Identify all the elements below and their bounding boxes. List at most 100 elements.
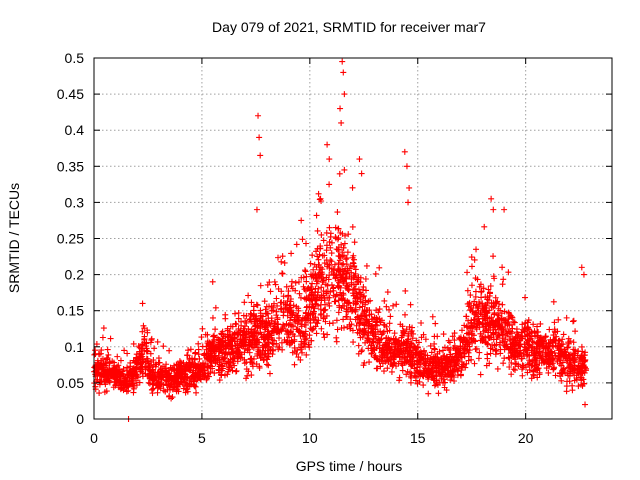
data-point <box>270 347 277 354</box>
data-point <box>266 370 273 377</box>
data-point <box>255 112 262 119</box>
data-point <box>327 244 334 251</box>
data-point <box>164 382 171 389</box>
data-point <box>333 246 340 253</box>
data-point <box>434 381 441 388</box>
data-point <box>143 347 150 354</box>
data-point <box>396 377 403 384</box>
x-tick-label: 0 <box>90 430 98 446</box>
data-point <box>570 356 577 363</box>
data-point <box>525 317 532 324</box>
data-point <box>543 358 550 365</box>
data-point <box>315 317 322 324</box>
data-point <box>302 309 309 316</box>
data-point <box>481 304 488 311</box>
data-point <box>554 358 561 365</box>
data-point <box>287 329 294 336</box>
data-point <box>473 345 480 352</box>
data-point <box>148 386 155 393</box>
data-point <box>414 380 421 387</box>
data-point <box>520 350 527 357</box>
data-point <box>392 344 399 351</box>
data-point <box>499 264 506 271</box>
data-point <box>572 365 579 372</box>
data-point <box>296 290 303 297</box>
data-point <box>338 325 345 332</box>
data-point <box>542 333 549 340</box>
data-point <box>362 299 369 306</box>
data-point <box>352 295 359 302</box>
data-point <box>564 364 571 371</box>
data-point <box>231 334 238 341</box>
data-point <box>278 288 285 295</box>
data-point <box>290 302 297 309</box>
data-point <box>285 322 292 329</box>
data-point <box>555 338 562 345</box>
data-point <box>370 338 377 345</box>
data-point <box>216 377 223 384</box>
data-point <box>501 206 508 213</box>
data-point <box>168 381 175 388</box>
data-point <box>302 336 309 343</box>
data-point <box>339 302 346 309</box>
data-point <box>535 328 542 335</box>
data-point <box>329 319 336 326</box>
data-point <box>467 306 474 313</box>
data-point <box>574 370 581 377</box>
data-point <box>368 325 375 332</box>
data-point <box>154 338 161 345</box>
data-point <box>284 297 291 304</box>
data-point <box>323 247 330 254</box>
data-point <box>212 344 219 351</box>
data-point <box>359 334 366 341</box>
data-point <box>485 334 492 341</box>
data-point <box>401 148 408 155</box>
data-point <box>340 316 347 323</box>
data-point <box>272 281 279 288</box>
data-point <box>249 343 256 350</box>
data-point <box>451 337 458 344</box>
data-point <box>402 355 409 362</box>
data-point <box>303 294 310 301</box>
data-point <box>550 298 557 305</box>
data-point <box>103 376 110 383</box>
data-point <box>531 362 538 369</box>
data-point <box>253 341 260 348</box>
data-point <box>288 310 295 317</box>
data-point <box>343 313 350 320</box>
data-point <box>225 331 232 338</box>
data-point <box>206 354 213 361</box>
data-point <box>378 335 385 342</box>
data-point <box>339 58 346 65</box>
data-point <box>257 307 264 314</box>
data-point <box>316 251 323 258</box>
data-point <box>358 348 365 355</box>
data-point <box>172 379 179 386</box>
data-point <box>245 346 252 353</box>
data-point <box>508 371 515 378</box>
data-point <box>260 357 267 364</box>
data-point <box>421 361 428 368</box>
data-point <box>380 368 387 375</box>
data-point <box>431 382 438 389</box>
data-point <box>273 312 280 319</box>
data-point <box>358 170 365 177</box>
data-point <box>293 326 300 333</box>
data-point <box>333 334 340 341</box>
data-point <box>473 310 480 317</box>
data-point <box>264 339 271 346</box>
data-point <box>281 259 288 266</box>
data-point <box>403 342 410 349</box>
data-point <box>579 348 586 355</box>
data-point <box>420 373 427 380</box>
data-point <box>464 330 471 337</box>
data-point <box>247 355 254 362</box>
data-point <box>482 334 489 341</box>
data-point <box>137 365 144 372</box>
data-point <box>439 362 446 369</box>
data-point <box>198 334 205 341</box>
data-point <box>472 338 479 345</box>
data-point <box>564 369 571 376</box>
data-point <box>384 289 391 296</box>
data-point <box>363 316 370 323</box>
